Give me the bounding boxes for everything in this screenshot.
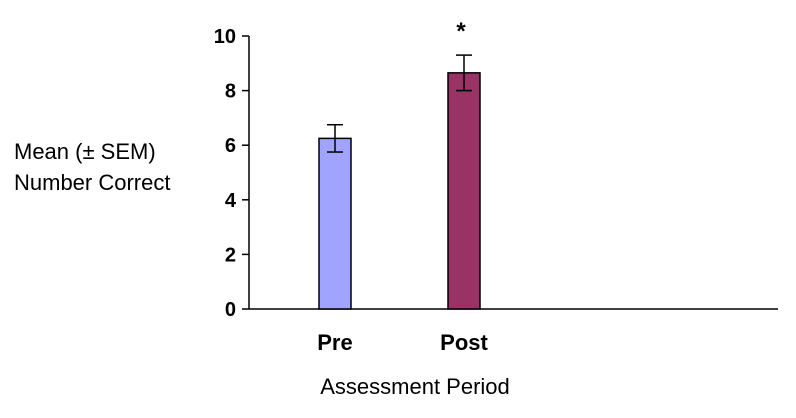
y-tick-label: 4: [225, 190, 237, 212]
y-tick-label: 0: [225, 299, 236, 321]
chart-labels: 0 2 4 6 8 10 Pre Post *: [214, 18, 489, 355]
x-axis-label: Assessment Period: [320, 374, 510, 399]
x-tick-label: Pre: [317, 330, 352, 355]
bar-pre: [318, 137, 352, 310]
y-tick-label: 8: [225, 81, 236, 103]
y-tick-label: 10: [214, 26, 236, 48]
y-axis-label-line-1: Mean (± SEM): [14, 139, 156, 164]
chart-bars: [318, 54, 481, 310]
y-tick-label: 6: [225, 135, 236, 157]
y-tick-label: 2: [225, 244, 236, 266]
bar-post: [447, 72, 481, 310]
significance-annotation: *: [456, 18, 466, 45]
x-tick-label: Post: [440, 330, 488, 355]
y-axis-label-line-2: Number Correct: [14, 170, 171, 195]
y-axis-label: Mean (± SEM) Number Correct: [14, 136, 170, 198]
